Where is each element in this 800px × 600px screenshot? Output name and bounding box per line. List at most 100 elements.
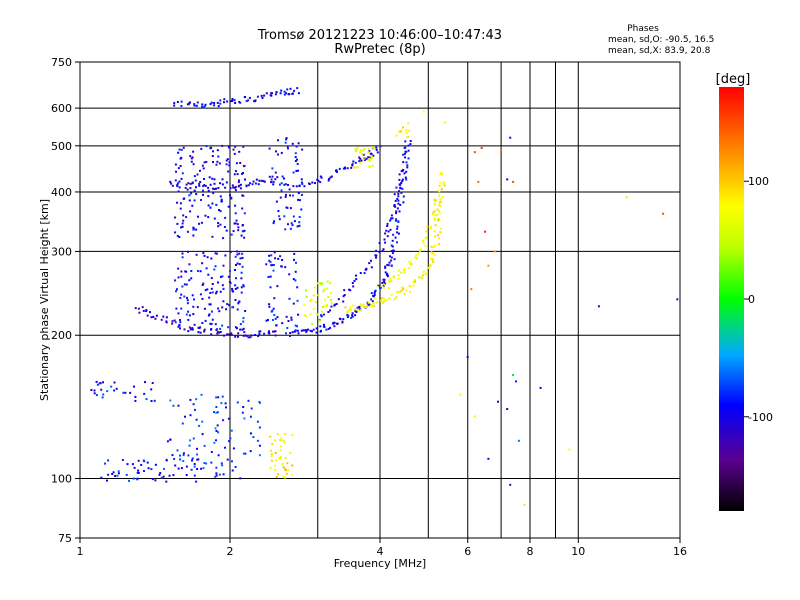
echo-point-o <box>253 100 256 103</box>
colorbar-ticks: 100 0 -100 <box>744 175 773 424</box>
echo-point-o <box>236 250 238 253</box>
echo-point-noise <box>473 415 476 418</box>
echo-point-o <box>213 102 216 104</box>
echo-point-o <box>265 92 268 95</box>
echo-point-o <box>187 330 190 333</box>
echo-point-x <box>362 303 365 306</box>
echo-point-o <box>173 102 176 105</box>
echo-point-o <box>241 328 244 331</box>
echo-point-o <box>386 222 389 225</box>
echo-point-o <box>180 177 183 180</box>
echo-point-o <box>137 459 140 462</box>
echo-point-o <box>247 184 250 187</box>
echo-point-o <box>165 316 168 319</box>
echo-point-o <box>215 472 218 475</box>
echo-point-x <box>363 305 366 308</box>
echo-point-o <box>216 411 219 414</box>
echo-point-o <box>280 89 283 92</box>
echo-point-o <box>265 319 268 322</box>
echo-point-o <box>235 277 237 280</box>
echo-point-o <box>389 219 392 222</box>
echo-point-o <box>375 256 377 259</box>
echo-point-o <box>213 217 216 220</box>
echo-point-o <box>285 92 287 95</box>
echo-point-o <box>182 214 185 217</box>
echo-point-o <box>252 180 255 183</box>
echo-point-o <box>241 411 244 414</box>
echo-point-o <box>200 467 203 470</box>
echo-point-o <box>181 222 184 225</box>
echo-point-o <box>393 193 396 196</box>
echo-point-o <box>384 282 387 285</box>
echo-point-x <box>368 159 371 162</box>
echo-point-o <box>263 180 266 183</box>
echo-point-o <box>191 327 194 330</box>
echo-point-x <box>412 280 415 283</box>
echo-point-o <box>209 206 212 209</box>
echo-point-o <box>226 303 229 305</box>
echo-point-o <box>302 329 305 332</box>
echo-point-o <box>309 329 312 332</box>
echo-point-x <box>284 456 287 459</box>
echo-point-o <box>240 286 243 289</box>
echo-point-o <box>124 391 127 394</box>
echo-point-o <box>171 320 174 323</box>
echo-point-noise <box>512 180 515 183</box>
echo-point-o <box>342 295 345 298</box>
echo-point-o <box>284 141 287 144</box>
echo-point-o <box>300 181 303 184</box>
echo-point-o <box>147 467 150 470</box>
echo-point-o <box>152 315 155 318</box>
echo-point-o <box>272 319 274 321</box>
echo-point-o <box>250 432 252 435</box>
echo-point-o <box>220 200 223 203</box>
echo-point-o <box>182 454 185 457</box>
echo-point-o <box>242 334 245 337</box>
echo-point-x <box>352 304 355 307</box>
echo-point-o <box>179 454 181 457</box>
echo-point-o <box>202 189 204 192</box>
echo-point-x <box>439 181 442 184</box>
echo-point-o <box>268 259 271 262</box>
echo-point-o <box>229 194 231 197</box>
echo-point-x <box>434 253 436 256</box>
echo-point-o <box>390 217 393 220</box>
echo-point-o <box>370 266 373 269</box>
echo-point-o <box>389 228 392 231</box>
echo-point-o <box>215 290 218 293</box>
echo-point-o <box>195 104 198 107</box>
echo-point-o <box>215 396 218 399</box>
echo-point-o <box>232 447 235 450</box>
echo-point-o <box>188 326 191 329</box>
echo-point-o <box>315 327 318 330</box>
echo-point-o <box>230 429 233 432</box>
y-tick-label: 400 <box>51 186 72 199</box>
echo-point-x <box>318 320 321 323</box>
echo-point-o <box>117 470 120 473</box>
echo-point-noise <box>500 149 503 151</box>
echo-point-o <box>193 175 196 178</box>
echo-point-o <box>397 192 400 195</box>
echo-point-o <box>247 399 250 402</box>
echo-point-o <box>177 151 180 154</box>
echo-point-o <box>190 160 193 163</box>
echo-point-o <box>378 285 381 288</box>
echo-point-o <box>189 101 191 104</box>
echo-point-o <box>351 314 354 317</box>
echo-point-o <box>296 87 299 90</box>
echo-point-o <box>189 210 192 213</box>
echo-point-o <box>300 329 303 332</box>
echo-point-o <box>203 307 206 310</box>
echo-point-o <box>363 159 366 161</box>
echo-point-o <box>260 179 263 182</box>
echo-point-o <box>140 463 143 466</box>
echo-point-o <box>277 153 279 156</box>
echo-point-o <box>233 222 236 225</box>
echo-point-x <box>432 211 435 214</box>
echo-point-o <box>191 328 194 331</box>
echo-point-o <box>289 227 292 230</box>
echo-point-o <box>219 223 222 226</box>
echo-point-o <box>182 452 185 455</box>
echo-point-o <box>215 203 218 206</box>
echo-point-o <box>238 252 241 255</box>
